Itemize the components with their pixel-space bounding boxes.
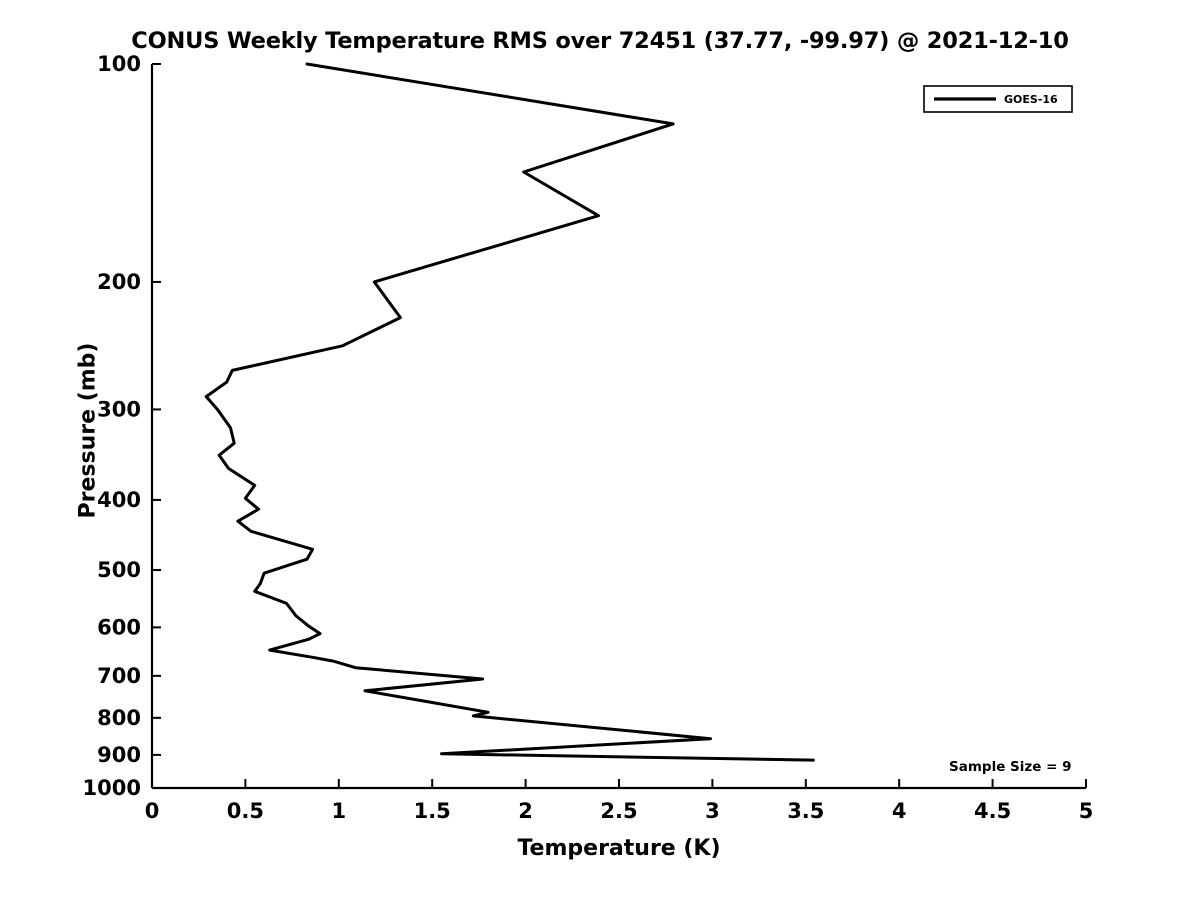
y-tick-label: 600 <box>97 615 141 639</box>
x-tick-label: 2 <box>518 799 533 823</box>
x-tick-label: 3.5 <box>787 799 824 823</box>
axis-frame <box>150 64 1086 790</box>
x-tick-label: 4 <box>892 799 907 823</box>
y-tick-label: 800 <box>97 706 141 730</box>
x-tick-label: 1.5 <box>414 799 451 823</box>
y-tick-label: 900 <box>97 743 141 767</box>
y-axis-ticks: 100 200 300 400 500 600 700 800 900 1000 <box>83 52 161 800</box>
x-tick-label: 1 <box>331 799 346 823</box>
y-tick-label: 700 <box>97 664 141 688</box>
x-tick-label: 0 <box>145 799 160 823</box>
sample-size-annotation: Sample Size = 9 <box>949 759 1072 775</box>
y-tick-label: 1000 <box>83 776 141 800</box>
y-tick-label: 200 <box>97 270 141 294</box>
y-tick-label: 500 <box>97 558 141 582</box>
x-axis-ticks: 0 0.5 1 1.5 2 2.5 3 3.5 4 4.5 5 <box>145 779 1094 823</box>
y-tick-label: 100 <box>97 52 141 76</box>
legend[interactable]: GOES-16 <box>923 85 1073 113</box>
x-tick-label: 2.5 <box>600 799 637 823</box>
y-tick-label: 300 <box>97 397 141 421</box>
x-tick-label: 4.5 <box>974 799 1011 823</box>
legend-label-goes-16: GOES-16 <box>1004 93 1058 106</box>
x-axis-label: Temperature (K) <box>517 836 721 861</box>
x-tick-label: 5 <box>1079 799 1094 823</box>
x-tick-label: 0.5 <box>227 799 264 823</box>
series-line-goes-16 <box>204 62 815 762</box>
page-title: CONUS Weekly Temperature RMS over 72451 … <box>131 28 1069 54</box>
x-tick-label: 3 <box>705 799 720 823</box>
y-tick-label: 400 <box>97 488 141 512</box>
